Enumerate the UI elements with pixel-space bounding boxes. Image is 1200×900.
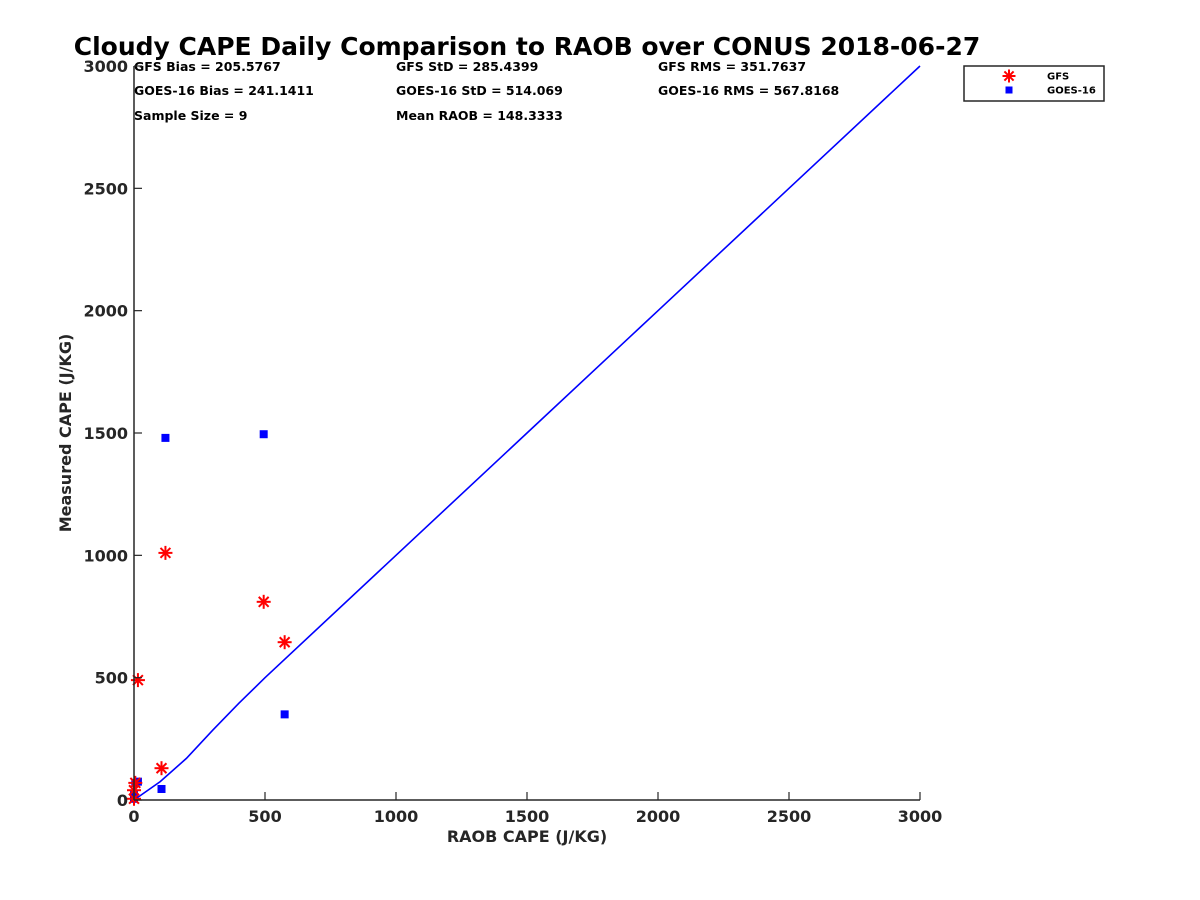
- legend-label: GOES-16: [1047, 86, 1096, 97]
- stats-block: GFS Bias = 205.5767 GFS StD = 285.4399 GFS…: [134, 59, 839, 123]
- y-tick-label: 2000: [83, 302, 128, 321]
- y-tick-label: 0: [117, 791, 128, 810]
- x-axis-label: RAOB CAPE (J/KG): [447, 827, 607, 846]
- legend-goes16-marker: [1005, 86, 1013, 94]
- goes16-point: [280, 710, 289, 719]
- stat-text: GOES-16 StD = 514.069: [396, 83, 563, 98]
- goes16-point: [259, 430, 268, 439]
- y-tick-label: 500: [95, 669, 128, 688]
- legend: GFS GOES-16: [963, 65, 1105, 102]
- gfs-point: [130, 673, 145, 688]
- x-tick-label: 2000: [636, 807, 681, 826]
- y-tick-label: 2500: [83, 179, 128, 198]
- legend-box: [963, 65, 1105, 102]
- scatter-points: [127, 430, 292, 806]
- gfs-point: [256, 594, 271, 609]
- chart-title: Cloudy CAPE Daily Comparison to RAOB ove…: [74, 32, 980, 61]
- goes16-point: [157, 784, 166, 793]
- stat-text: GOES-16 Bias = 241.1411: [134, 83, 314, 98]
- stat-text: GFS Bias = 205.5767: [134, 59, 281, 74]
- stat-text: Mean RAOB = 148.3333: [396, 108, 563, 123]
- gfs-point: [158, 545, 173, 560]
- legend-gfs-marker: [1002, 69, 1016, 83]
- x-tick-label: 2500: [767, 807, 812, 826]
- x-tick-label: 1000: [374, 807, 419, 826]
- x-tick-label: 3000: [898, 807, 943, 826]
- x-tick-label: 500: [248, 807, 281, 826]
- stat-text: GOES-16 RMS = 567.8168: [658, 83, 839, 98]
- gfs-point: [277, 635, 292, 650]
- legend-label: GFS: [1047, 72, 1069, 83]
- stat-text: GFS StD = 285.4399: [396, 59, 538, 74]
- gfs-point: [154, 761, 169, 776]
- stat-text: GFS RMS = 351.7637: [658, 59, 806, 74]
- gfs-point: [128, 775, 143, 790]
- reference-line: [133, 65, 921, 801]
- goes16-point: [161, 433, 170, 442]
- y-tick-label: 1500: [83, 424, 128, 443]
- y-axis-label: Measured CAPE (J/KG): [56, 334, 75, 533]
- x-ticks: 0 500 1000 1500 2000 2500 3000: [128, 792, 942, 826]
- x-tick-label: 0: [128, 807, 139, 826]
- y-tick-label: 3000: [83, 57, 128, 76]
- stat-text: Sample Size = 9: [134, 108, 247, 123]
- y-tick-label: 1000: [83, 546, 128, 565]
- y-ticks: 0 500 1000 1500 2000 2500 3000: [83, 57, 142, 810]
- reference-line-path: [133, 65, 921, 801]
- x-tick-label: 1500: [505, 807, 550, 826]
